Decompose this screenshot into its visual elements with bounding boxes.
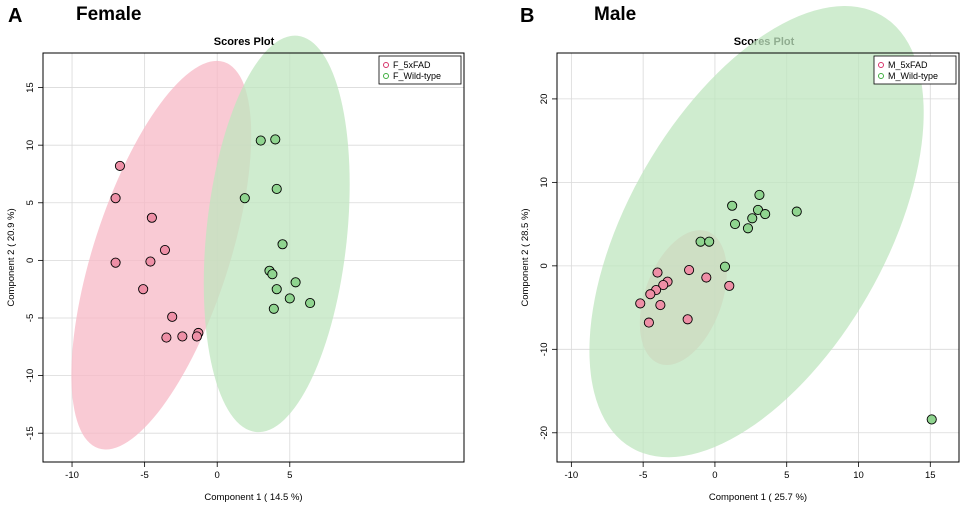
male-legend-label: M_5xFAD (888, 60, 928, 70)
female-point-f_wild-type (271, 183, 282, 194)
male-point-m_wild-type (719, 261, 731, 272)
male-ytick-label: 0 (539, 263, 550, 268)
female-legend-label: F_Wild-type (393, 71, 441, 81)
female-point-f_wild-type (271, 284, 282, 295)
female-point-f_5xfad (167, 311, 178, 322)
male-scores-plot: Scores Plot-10-5051015-20-1001020Compone… (520, 6, 960, 503)
female-y-axis-label: Component 2 ( 20.9 %) (6, 208, 17, 306)
female-xtick-label: -10 (65, 470, 79, 481)
male-point-m_wild-type (742, 223, 754, 234)
female-xtick-label: 0 (215, 470, 220, 481)
male-ytick-label: -20 (539, 426, 550, 440)
male-point-m_wild-type (754, 189, 765, 200)
female-point-f_5xfad (177, 331, 188, 342)
female-xtick-label: 5 (287, 470, 292, 481)
panel-a-title: Female (76, 4, 141, 25)
male-xtick-label: 10 (853, 470, 864, 481)
female-legend-marker (383, 62, 389, 68)
female-plot-frame (42, 52, 465, 463)
female-point-f_5xfad (138, 284, 149, 295)
female-point-f_5xfad (146, 212, 157, 223)
female-point-f_wild-type (290, 277, 301, 288)
female-point-f_5xfad (145, 256, 156, 267)
female-point-f_5xfad (114, 160, 125, 171)
female-ytick-label: 0 (25, 258, 36, 263)
female-ytick-label: -15 (25, 426, 36, 440)
male-x-axis-label: Component 1 ( 25.7 %) (709, 492, 807, 503)
female-point-f_wild-type (270, 134, 281, 145)
male-ytick-label: 20 (539, 94, 550, 105)
female-point-f_5xfad (159, 244, 170, 256)
female-ellipse-f_wild-type (203, 35, 350, 433)
female-legend-marker (383, 73, 389, 79)
female-plot-title: Scores Plot (214, 36, 275, 48)
female-point-f_wild-type (305, 297, 316, 309)
female-point-f_5xfad (191, 331, 202, 342)
female-point-f_wild-type (255, 135, 266, 146)
male-point-m_wild-type (926, 414, 937, 425)
female-ellipse-f_5xfad (71, 60, 252, 450)
male-xtick-label: 0 (712, 470, 717, 481)
male-point-m_5xfad (724, 280, 735, 291)
male-point-m_5xfad (635, 298, 646, 309)
male-ytick-label: -10 (539, 342, 550, 356)
male-legend-label: M_Wild-type (888, 71, 938, 81)
female-ytick-label: -10 (25, 369, 36, 383)
male-xtick-label: 5 (784, 470, 789, 481)
panel-a-letter: A (8, 5, 22, 27)
female-point-f_wild-type (268, 303, 279, 314)
male-ellipse-m_wild-type (589, 6, 924, 458)
male-plot-frame (556, 52, 960, 463)
female-legend-box (378, 55, 462, 85)
male-point-m_5xfad (684, 264, 695, 276)
male-y-axis-label: Component 2 ( 28.5 %) (520, 208, 531, 306)
panel-b-letter: B (520, 5, 534, 27)
male-xtick-label: -5 (639, 470, 647, 481)
male-ytick-label: 10 (539, 177, 550, 188)
female-legend-label: F_5xFAD (393, 60, 431, 70)
female-ytick-label: 10 (25, 140, 36, 151)
male-point-m_wild-type (695, 236, 706, 247)
male-legend-marker (878, 73, 884, 79)
female-ytick-label: -5 (25, 314, 36, 322)
female-scores-plot: Scores Plot -10 -5 0 5 -15 -10 -5 0 5 10 15 Componen… (6, 35, 465, 503)
male-point-m_wild-type (729, 219, 741, 230)
male-point-m_wild-type (727, 200, 738, 211)
female-point-f_5xfad (110, 257, 121, 268)
female-ytick-label: 5 (25, 200, 36, 205)
female-ytick-label: 15 (25, 82, 36, 93)
male-point-m_wild-type (704, 236, 715, 247)
male-point-m_wild-type (791, 206, 802, 217)
male-point-m_5xfad (652, 267, 663, 278)
male-point-m_wild-type (760, 209, 771, 220)
male-point-m_5xfad (645, 289, 656, 300)
female-x-axis-label: Component 1 ( 14.5 %) (204, 492, 302, 503)
female-point-f_wild-type (267, 269, 278, 280)
male-point-m_5xfad (701, 272, 712, 283)
male-point-m_5xfad (655, 300, 666, 311)
male-xtick-label: -10 (564, 470, 578, 481)
male-point-m_5xfad (658, 279, 669, 291)
male-xtick-label: 15 (925, 470, 936, 481)
female-point-f_5xfad (110, 193, 121, 204)
male-point-m_5xfad (682, 314, 693, 325)
female-point-f_wild-type (239, 193, 250, 204)
male-legend-marker (878, 62, 884, 68)
female-xtick-label: -5 (140, 470, 148, 481)
male-point-m_wild-type (747, 213, 758, 224)
female-point-f_wild-type (277, 239, 288, 250)
male-legend-box (873, 55, 957, 85)
male-point-m_5xfad (643, 317, 654, 328)
panel-b-title: Male (594, 4, 636, 25)
female-point-f_wild-type (284, 293, 295, 304)
female-point-f_5xfad (161, 332, 172, 343)
